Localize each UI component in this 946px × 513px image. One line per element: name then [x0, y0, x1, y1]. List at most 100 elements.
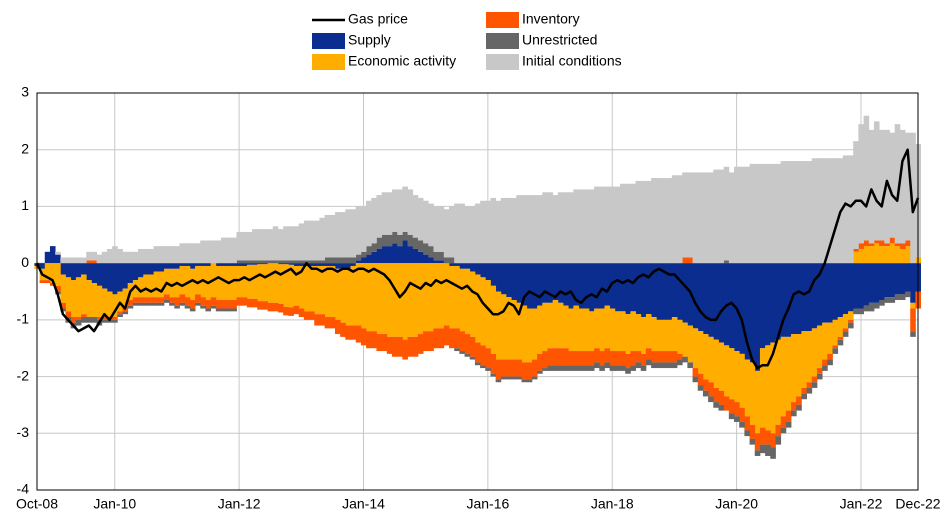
bar-segment — [873, 243, 880, 264]
bar-segment — [236, 297, 243, 306]
bar-segment — [816, 368, 823, 374]
bar-segment — [91, 263, 97, 283]
bar-segment — [319, 314, 326, 326]
bar-segment — [402, 240, 408, 264]
bar-segment — [526, 362, 533, 380]
bar-segment — [868, 243, 875, 247]
bar-segment — [759, 263, 766, 349]
bars — [34, 115, 921, 459]
bar-segment — [889, 132, 896, 238]
bar-segment — [806, 263, 813, 332]
bar-segment — [391, 336, 398, 357]
bar-segment — [153, 271, 160, 298]
bar-segment — [697, 172, 704, 264]
bar-segment — [651, 351, 657, 363]
bar-segment — [661, 178, 668, 264]
bar-segment — [531, 263, 538, 309]
bar-segment — [241, 231, 248, 261]
bar-segment — [832, 319, 839, 346]
bar-segment — [754, 263, 761, 371]
bar-segment — [609, 351, 616, 366]
bar-segment — [889, 243, 896, 264]
bar-segment — [718, 342, 725, 391]
bar-segment — [443, 257, 450, 264]
bar-segment — [796, 334, 802, 397]
bar-segment — [573, 189, 579, 264]
bar-segment — [557, 365, 564, 371]
bar-segment — [257, 263, 263, 265]
bar-segment — [127, 251, 134, 264]
bar-segment — [122, 311, 129, 315]
bar-segment — [531, 195, 538, 264]
bar-segment — [531, 308, 538, 360]
labels: -4 -3 -2 -1 0 1 2 3 Oct-08 Jan-10 Jan-12 Jan-14 Jan-… — [16, 84, 941, 512]
bar-segment — [728, 263, 735, 349]
bar-segment — [153, 297, 160, 303]
bar-segment — [656, 178, 662, 264]
bar-segment — [381, 234, 388, 247]
bar-segment — [423, 331, 429, 352]
bar-segment — [500, 197, 507, 264]
bar-segment — [195, 294, 201, 303]
bar-segment — [744, 263, 750, 360]
bar-segment — [340, 263, 346, 269]
bar-segment — [552, 300, 559, 349]
bar-segment — [884, 297, 890, 303]
bar-segment — [200, 305, 206, 309]
bar-segment — [231, 300, 237, 309]
bar-segment — [718, 169, 725, 264]
bar-segment — [879, 129, 885, 241]
bar-segment — [184, 263, 191, 266]
bar-segment — [283, 264, 289, 307]
x-tick-label: Jan-14 — [342, 496, 385, 512]
bar-segment — [796, 161, 802, 264]
bar-segment — [899, 263, 906, 295]
bar-segment — [96, 285, 103, 318]
bar-segment — [728, 348, 735, 400]
bar-segment — [220, 265, 227, 301]
bar-segment — [366, 331, 372, 349]
bar-segment — [780, 161, 787, 264]
bar-segment — [640, 353, 647, 366]
bar-segment — [314, 260, 320, 264]
bar-segment — [277, 303, 284, 313]
x-tick-label: Jan-16 — [466, 496, 509, 512]
bar-segment — [391, 231, 398, 244]
bar-segment — [557, 302, 564, 349]
bar-segment — [459, 331, 465, 352]
bar-segment — [604, 263, 611, 306]
bar-segment — [360, 251, 367, 258]
bar-segment — [775, 424, 782, 437]
bar-segment — [60, 263, 66, 275]
bar-segment — [236, 231, 243, 261]
bar-segment — [480, 277, 486, 346]
bar-segment — [858, 263, 864, 309]
bar-segment — [640, 180, 647, 264]
bar-segment — [195, 263, 201, 266]
bar-segment — [324, 317, 331, 329]
bar-segment — [485, 263, 491, 281]
bar-segment — [780, 427, 787, 434]
bar-segment — [791, 402, 797, 411]
bar-segment — [583, 263, 590, 309]
bar-segment — [252, 263, 258, 265]
bar-segment — [127, 300, 134, 306]
bar-segment — [822, 359, 828, 366]
bar-segment — [169, 246, 175, 264]
bar-segment — [314, 220, 320, 261]
bar-segment — [671, 317, 678, 352]
bar-segment — [645, 180, 652, 264]
bar-segment — [780, 263, 787, 337]
bar-segment — [55, 263, 61, 286]
bar-segment — [563, 348, 569, 366]
bar-segment — [563, 263, 569, 306]
bar-segment — [557, 348, 564, 366]
bar-segment — [511, 300, 517, 360]
bar-segment — [241, 297, 248, 306]
bar-segment — [252, 229, 258, 261]
bar-segment — [355, 254, 362, 261]
bar-segment — [340, 212, 346, 258]
bar-segment — [345, 257, 351, 264]
bar-segment — [811, 376, 818, 383]
bar-segment — [853, 308, 859, 315]
